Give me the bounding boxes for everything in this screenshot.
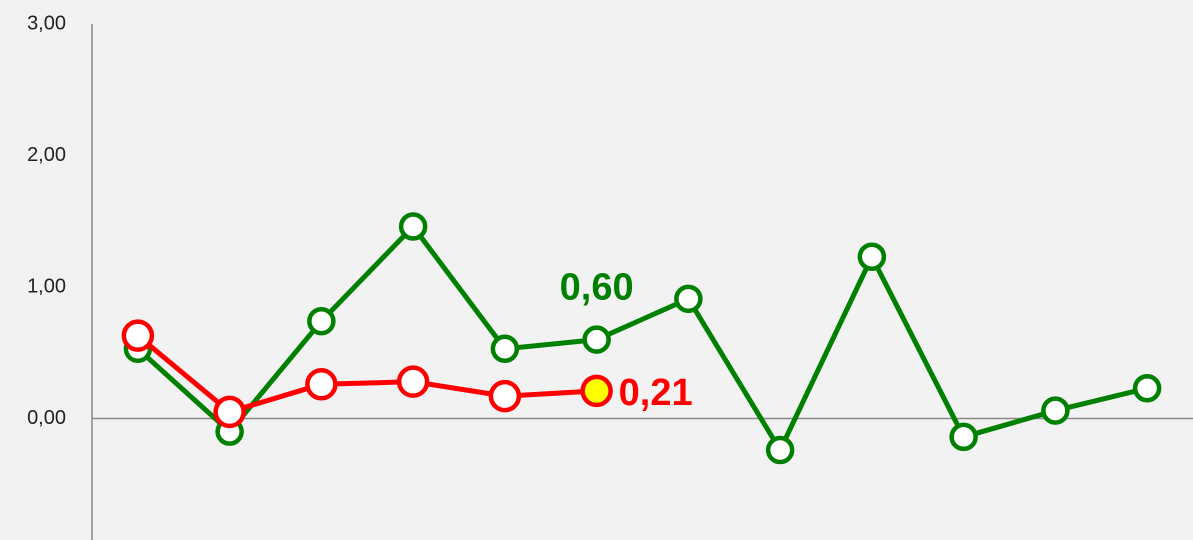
point-marker <box>765 435 795 465</box>
point-marker <box>396 365 430 398</box>
point-marker <box>488 379 522 413</box>
y-tick-label: 3,00 <box>27 12 66 34</box>
y-tick-label: -1,00 <box>20 538 66 540</box>
data-label: 0,21 <box>619 372 693 414</box>
point-marker <box>1132 374 1162 403</box>
point-marker <box>674 284 703 314</box>
point-marker <box>398 212 428 241</box>
y-tick-label: 2,00 <box>27 144 66 166</box>
point-marker <box>582 325 611 354</box>
point-marker <box>580 374 613 408</box>
point-marker <box>121 319 155 352</box>
point-marker <box>490 334 520 364</box>
point-marker <box>949 422 978 452</box>
point-marker <box>213 395 246 429</box>
point-marker <box>857 242 887 272</box>
data-label: 0,60 <box>560 267 634 309</box>
point-marker <box>305 368 338 401</box>
point-marker <box>1041 396 1070 425</box>
y-tick-label: 1,00 <box>27 275 66 297</box>
point-marker <box>307 306 336 336</box>
y-tick-label: 0,00 <box>27 407 66 429</box>
series-line <box>136 224 1148 453</box>
